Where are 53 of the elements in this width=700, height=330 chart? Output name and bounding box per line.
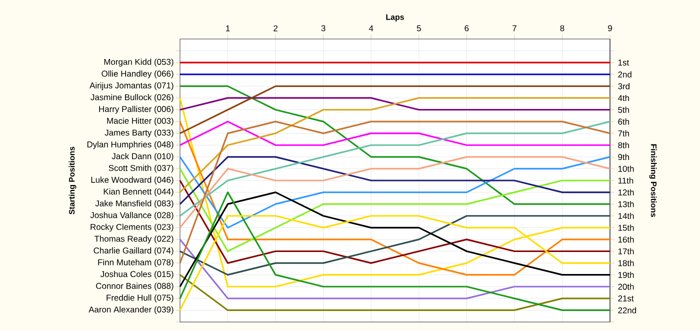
series-label: Luke Woodward (046) <box>91 176 174 184</box>
series-label: Morgan Kidd (053) <box>104 58 174 67</box>
y2-tick-label: 2nd <box>618 71 632 78</box>
y2-tick-label: 10th <box>618 166 634 172</box>
y2-tick-label: 14th <box>618 212 634 219</box>
series-label: Airijus Jomantas (071) <box>90 82 174 90</box>
y2-tick-label: 21st <box>618 295 634 302</box>
y2-tick-label: 16th <box>618 236 634 243</box>
series-label: Rocky Clements (023) <box>90 224 174 232</box>
y2-tick-label: 9th <box>618 154 629 160</box>
y2-tick-label: 3rd <box>618 83 630 90</box>
series-label: Jake Mansfield (083) <box>95 200 174 208</box>
y2-tick-label: 19th <box>618 272 634 278</box>
x-tick-label: 1 <box>226 25 230 32</box>
x-tick-label: 5 <box>416 25 421 32</box>
series-label: Dylan Humphries (048) <box>87 141 174 150</box>
x-tick-label: 6 <box>464 25 469 32</box>
series-label: Freddie Hull (075) <box>106 294 174 302</box>
series-label: Ollie Handley (066) <box>102 70 174 78</box>
y2-tick-label: 5th <box>618 106 629 113</box>
series-label: Harry Pallister (006) <box>99 106 174 114</box>
x-tick-label: 9 <box>608 25 612 32</box>
series-label: Joshua Coles (015) <box>100 270 174 279</box>
series-label: Kian Bennett (044) <box>104 188 174 196</box>
x-tick-label: 3 <box>321 25 326 32</box>
x-tick-label: 8 <box>560 25 564 32</box>
series-label: Aaron Alexander (039) <box>88 306 174 314</box>
series-label: Macie Hitter (003) <box>107 118 174 126</box>
y2-tick-label: 11th <box>618 177 634 184</box>
series-label: Joshua Vallance (028) <box>90 212 174 220</box>
y2-tick-label: 18th <box>618 260 634 266</box>
y2-tick-label: 8th <box>618 142 629 148</box>
y2-tick-label: 7th <box>618 130 629 136</box>
y2-tick-label: 13th <box>618 200 634 208</box>
y2-tick-label: 6th <box>618 118 629 125</box>
x-tick-label: 7 <box>512 25 516 32</box>
y2-tick-label: 15th <box>618 224 634 231</box>
y2-tick-label: 4th <box>618 94 629 102</box>
x-tick-label: 2 <box>274 25 278 32</box>
series-label: James Barty (033) <box>104 129 174 138</box>
series-label: Jack Dann (010) <box>112 152 174 161</box>
series-label: Charlie Gaillard (074) <box>94 247 174 256</box>
series-label: Scott Smith (037) <box>108 164 174 173</box>
y2-tick-label: 1st <box>618 60 630 66</box>
y2-tick-label: 20th <box>618 284 634 290</box>
series-label: Thomas Ready (022) <box>94 236 174 244</box>
y2-tick-label: 22nd <box>618 307 636 314</box>
series-label: Jasmine Bullock (026) <box>90 94 174 102</box>
series-label: Connor Baines (088) <box>96 282 174 291</box>
x-tick-label: 4 <box>368 25 374 32</box>
y2-tick-label: 17th <box>618 248 634 254</box>
y2-tick-label: 12th <box>618 189 634 196</box>
series-label: Finn Muteham (078) <box>98 259 174 267</box>
